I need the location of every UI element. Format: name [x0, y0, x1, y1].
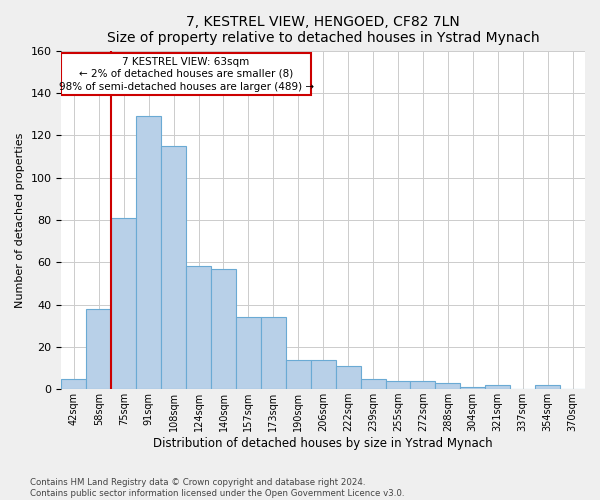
- X-axis label: Distribution of detached houses by size in Ystrad Mynach: Distribution of detached houses by size …: [154, 437, 493, 450]
- Bar: [286, 360, 311, 389]
- Bar: [211, 268, 236, 389]
- Bar: [436, 383, 460, 389]
- Bar: [311, 360, 335, 389]
- Text: 98% of semi-detached houses are larger (489) →: 98% of semi-detached houses are larger (…: [59, 82, 314, 92]
- Bar: [111, 218, 136, 389]
- Bar: [261, 317, 286, 389]
- Bar: [186, 266, 211, 389]
- Text: Contains HM Land Registry data © Crown copyright and database right 2024.
Contai: Contains HM Land Registry data © Crown c…: [30, 478, 404, 498]
- Bar: [361, 378, 386, 389]
- FancyBboxPatch shape: [61, 52, 311, 95]
- Bar: [335, 366, 361, 389]
- Bar: [410, 380, 436, 389]
- Bar: [460, 387, 485, 389]
- Bar: [86, 308, 111, 389]
- Bar: [136, 116, 161, 389]
- Bar: [535, 385, 560, 389]
- Y-axis label: Number of detached properties: Number of detached properties: [15, 132, 25, 308]
- Title: 7, KESTREL VIEW, HENGOED, CF82 7LN
Size of property relative to detached houses : 7, KESTREL VIEW, HENGOED, CF82 7LN Size …: [107, 15, 539, 45]
- Bar: [236, 317, 261, 389]
- Bar: [485, 385, 510, 389]
- Bar: [161, 146, 186, 389]
- Text: 7 KESTREL VIEW: 63sqm: 7 KESTREL VIEW: 63sqm: [122, 57, 250, 67]
- Bar: [61, 378, 86, 389]
- Text: ← 2% of detached houses are smaller (8): ← 2% of detached houses are smaller (8): [79, 69, 293, 79]
- Bar: [386, 380, 410, 389]
